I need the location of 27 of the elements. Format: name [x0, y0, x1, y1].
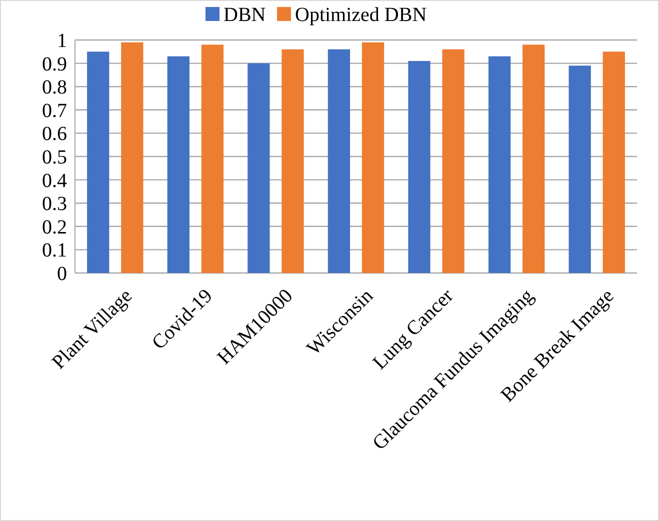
bar: [568, 66, 591, 273]
bar: [328, 49, 350, 273]
y-tick-label: 0.1: [42, 240, 67, 262]
legend-label: Optimized DBN: [295, 4, 427, 26]
y-tick-label: 1: [57, 30, 67, 52]
y-tick-label: 0.5: [42, 146, 67, 168]
bar: [602, 52, 625, 273]
y-tick-label: 0.2: [42, 216, 67, 238]
y-tick-label: 0.8: [42, 76, 67, 99]
bar: [87, 52, 110, 273]
bar: [248, 63, 270, 273]
bar: [362, 42, 384, 273]
bar: [442, 49, 464, 273]
bar: [408, 60, 430, 273]
bar: [522, 44, 545, 273]
y-tick-label: 0.9: [42, 53, 67, 76]
y-tick-label: 0.4: [42, 170, 67, 192]
y-tick-label: 0.7: [42, 100, 67, 122]
bar: [282, 49, 304, 273]
bar: [488, 56, 511, 273]
bar: [201, 44, 224, 273]
y-tick-label: 0.6: [42, 123, 67, 146]
bar: [121, 42, 144, 273]
bar: [167, 56, 190, 273]
y-tick-label: 0.3: [42, 193, 67, 216]
y-tick-label: 0: [57, 263, 67, 285]
legend-label: DBN: [224, 4, 266, 26]
